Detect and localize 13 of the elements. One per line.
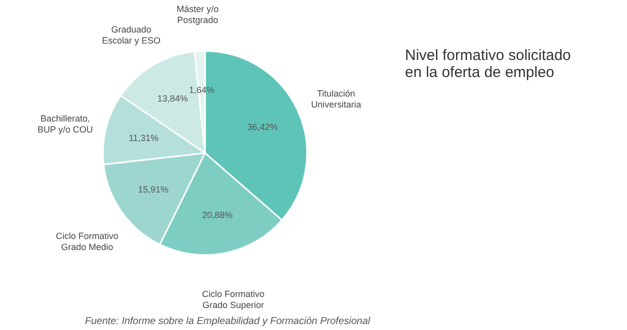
data-label: 11,31% — [128, 132, 159, 143]
data-label: 13,84% — [157, 94, 188, 104]
slice-label: Ciclo Formativo Grado Superior — [202, 289, 264, 310]
source-note: Fuente: Informe sobre la Empleabilidad y Formación Profesional — [85, 316, 371, 327]
slice-label: Máster y/o Postgrado — [176, 4, 219, 26]
data-label: 15,91% — [138, 184, 169, 194]
slice-label: Ciclo Formativo Grado Medio — [56, 230, 118, 252]
text: Nivel formativo solicitado en la oferta de empleo — [405, 47, 571, 81]
slice-label: Graduado Escolar y ESO — [102, 24, 160, 46]
slice-label: Titulación Universitaria — [311, 88, 362, 110]
slice-label: Bachillerato, BUP y/o COU — [38, 113, 93, 134]
data-label: 36,42% — [247, 122, 278, 132]
data-label: 20,88% — [202, 210, 233, 220]
